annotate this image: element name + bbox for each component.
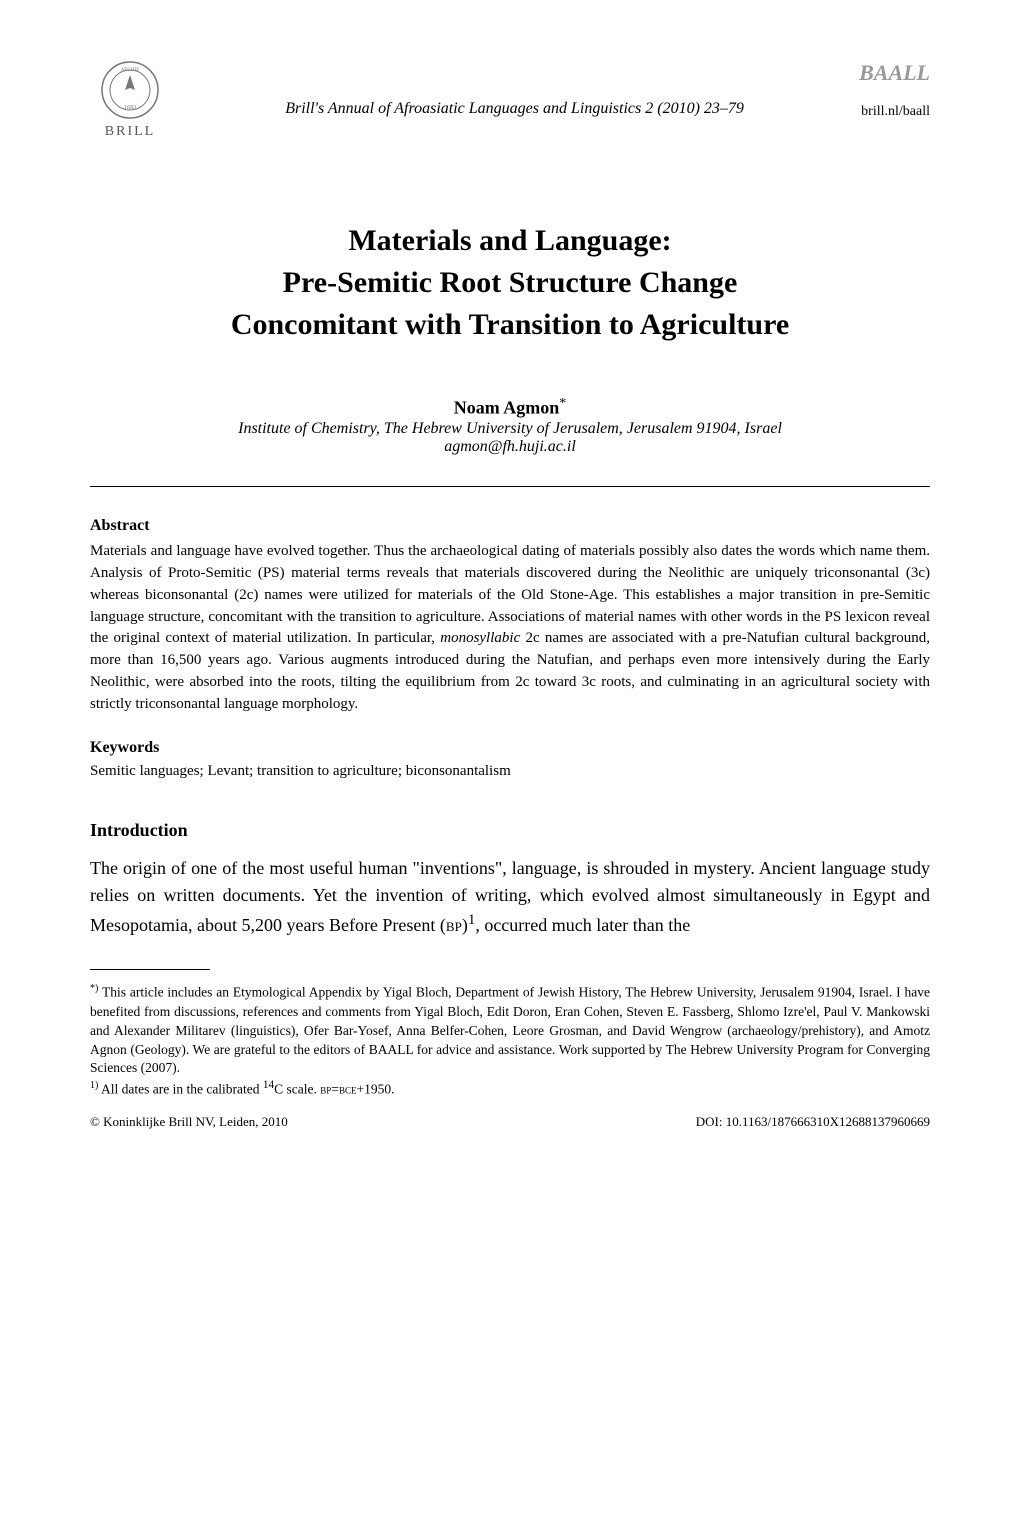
footnote-1-part1: All dates are in the calibrated [101, 1082, 263, 1097]
author-section: Noam Agmon* Institute of Chemistry, The … [90, 396, 930, 456]
author-footnote-marker: * [559, 396, 566, 411]
abstract-text: Materials and language have evolved toge… [90, 541, 930, 715]
brill-seal-icon: AEGIDE 1683 [100, 60, 160, 120]
intro-bp-smallcaps: bp [446, 915, 462, 935]
page-header: AEGIDE 1683 BRILL Brill's Annual of Afro… [90, 60, 930, 140]
introduction-body: The origin of one of the most useful hum… [90, 855, 930, 939]
title-line-2: Pre-Semitic Root Structure Change [283, 266, 738, 299]
footnote-1-part3: +1950. [356, 1082, 394, 1097]
doi-text: DOI: 10.1163/187666310X12688137960669 [696, 1114, 930, 1130]
title-line-3: Concomitant with Transition to Agricultu… [231, 308, 789, 341]
author-name: Noam Agmon [454, 397, 560, 417]
abstract-italic-term: monosyllabic [440, 630, 520, 646]
author-affiliation: Institute of Chemistry, The Hebrew Unive… [90, 420, 930, 438]
article-title: Materials and Language: Pre-Semitic Root… [90, 220, 930, 346]
keywords-text: Semitic languages; Levant; transition to… [90, 763, 930, 780]
intro-part3: , occurred much later than the [475, 915, 690, 935]
footnote-divider [90, 969, 210, 970]
journal-url: brill.nl/baall [861, 104, 930, 120]
brill-publisher-label: BRILL [105, 124, 155, 140]
abstract-heading: Abstract [90, 517, 930, 535]
page-footer: © Koninklijke Brill NV, Leiden, 2010 DOI… [90, 1114, 930, 1130]
journal-citation-text: Brill's Annual of Afroasiatic Languages … [285, 100, 744, 117]
author-name-line: Noam Agmon* [90, 396, 930, 418]
svg-text:1683: 1683 [124, 105, 136, 111]
introduction-heading: Introduction [90, 820, 930, 841]
footnote-1-bp: bp [320, 1082, 331, 1097]
title-line-1: Materials and Language: [348, 224, 671, 257]
footnote-1-marker: 1) [90, 1080, 98, 1091]
footnote-1: 1) All dates are in the calibrated 14C s… [90, 1078, 930, 1099]
footnote-star: *) This article includes an Etymological… [90, 982, 930, 1078]
footnote-1-eq: = [331, 1082, 339, 1097]
footnote-1-bce: bce [339, 1082, 357, 1097]
keywords-heading: Keywords [90, 739, 930, 757]
section-divider [90, 486, 930, 487]
footnote-star-text: This article includes an Etymological Ap… [90, 985, 930, 1076]
baall-logo-area: BAALL brill.nl/baall [859, 60, 930, 120]
copyright-text: © Koninklijke Brill NV, Leiden, 2010 [90, 1114, 288, 1130]
footnote-1-part2: C scale. [274, 1082, 320, 1097]
journal-citation-area: Brill's Annual of Afroasiatic Languages … [170, 60, 859, 118]
svg-text:AEGIDE: AEGIDE [121, 68, 140, 73]
footnote-star-marker: *) [90, 983, 98, 994]
brill-logo-area: AEGIDE 1683 BRILL [90, 60, 170, 140]
author-email: agmon@fh.huji.ac.il [90, 438, 930, 456]
footnote-1-c14-sup: 14 [263, 1079, 274, 1091]
baall-label: BAALL [859, 60, 930, 86]
